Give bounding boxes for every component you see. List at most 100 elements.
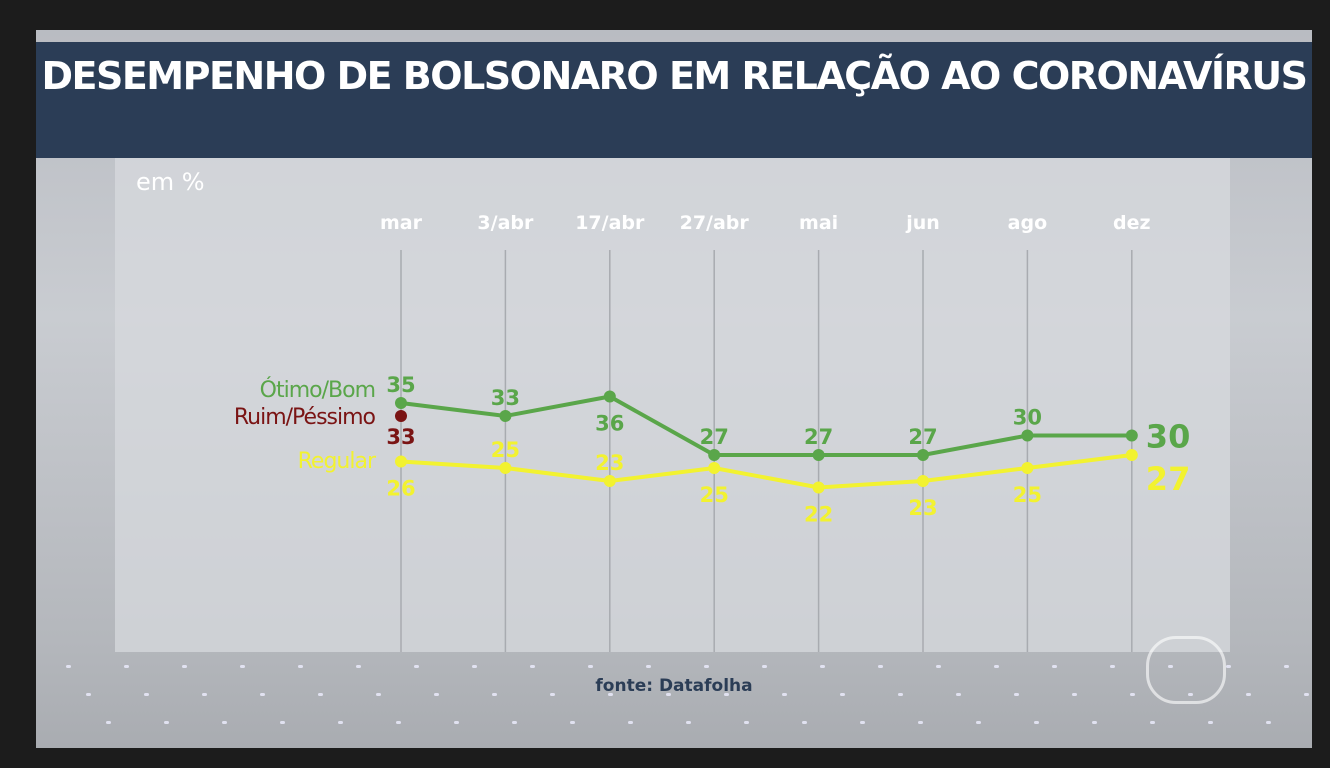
x-tick-label: mar bbox=[380, 212, 423, 234]
floor-dot bbox=[240, 665, 245, 668]
floor-dot bbox=[608, 693, 613, 696]
floor-dot bbox=[898, 693, 903, 696]
floor-dot bbox=[396, 721, 401, 724]
legend-label: Regular bbox=[298, 449, 377, 474]
data-label-final: 30 bbox=[1146, 418, 1191, 456]
source-label: fonte: Datafolha bbox=[595, 676, 753, 696]
floor-dot bbox=[280, 721, 285, 724]
x-tick-label: 17/abr bbox=[575, 212, 645, 234]
floor-dot bbox=[106, 721, 111, 724]
data-point bbox=[708, 462, 721, 474]
floor-dot bbox=[724, 693, 729, 696]
floor-dot bbox=[454, 721, 459, 724]
data-point bbox=[1125, 429, 1138, 442]
floor-dot bbox=[936, 665, 941, 668]
floor-dot bbox=[202, 693, 207, 696]
floor-dot bbox=[338, 721, 343, 724]
data-label: 25 bbox=[700, 483, 729, 507]
floor-dot bbox=[686, 721, 691, 724]
floor-dot bbox=[570, 721, 575, 724]
broadcaster-logo-icon bbox=[1146, 636, 1226, 704]
x-tick-label: 27/abr bbox=[680, 212, 750, 234]
data-label-final: 27 bbox=[1146, 460, 1191, 498]
plot-panel bbox=[115, 158, 1230, 652]
floor-dot bbox=[1034, 721, 1039, 724]
data-label: 27 bbox=[700, 425, 729, 449]
series-line-Regular bbox=[400, 453, 1133, 490]
x-tick-label: mai bbox=[799, 212, 838, 234]
floor-dot bbox=[646, 665, 651, 668]
floor-dot bbox=[182, 665, 187, 668]
data-point bbox=[603, 390, 616, 403]
floor-dot bbox=[472, 665, 477, 668]
floor-dot bbox=[144, 693, 149, 696]
data-point bbox=[812, 449, 825, 461]
floor-dot bbox=[1110, 665, 1115, 668]
chart-frame: DESEMPENHO DE BOLSONARO EM RELAÇÃO AO CO… bbox=[36, 30, 1312, 748]
floor-dot bbox=[222, 721, 227, 724]
floor-dot bbox=[1304, 693, 1309, 696]
floor-dot bbox=[1052, 665, 1057, 668]
floor-dot bbox=[1150, 721, 1155, 724]
floor-dot bbox=[492, 693, 497, 696]
data-label: 26 bbox=[386, 477, 415, 501]
floor-dot bbox=[1168, 665, 1173, 668]
floor-dot bbox=[260, 693, 265, 696]
floor-dot bbox=[376, 693, 381, 696]
title-bar bbox=[36, 42, 1312, 158]
floor-dot bbox=[628, 721, 633, 724]
floor-dot bbox=[744, 721, 749, 724]
x-tick-label: dez bbox=[1113, 212, 1151, 234]
data-label: 25 bbox=[1013, 483, 1042, 507]
floor-dot bbox=[1014, 693, 1019, 696]
data-point bbox=[499, 410, 512, 422]
floor-dot bbox=[588, 665, 593, 668]
data-point bbox=[917, 475, 929, 487]
floor-dot bbox=[414, 665, 419, 668]
floor-dot bbox=[704, 665, 709, 668]
floor-dot bbox=[356, 665, 361, 668]
legend-label: Ruim/Péssimo bbox=[234, 405, 376, 430]
data-label: 30 bbox=[1013, 406, 1042, 430]
data-label: 33 bbox=[386, 425, 415, 449]
data-label: 27 bbox=[908, 425, 937, 449]
series-line-Ótimo/Bom bbox=[400, 394, 1132, 457]
floor-dot bbox=[976, 721, 981, 724]
data-label: 23 bbox=[595, 451, 624, 475]
data-point bbox=[395, 455, 407, 468]
floor-dot bbox=[298, 665, 303, 668]
floor-dot bbox=[1226, 665, 1231, 668]
data-point bbox=[395, 410, 407, 422]
floor-dot bbox=[1208, 721, 1213, 724]
floor-dot bbox=[840, 693, 845, 696]
data-point bbox=[812, 481, 825, 494]
data-point bbox=[1021, 429, 1034, 442]
floor-dot bbox=[1188, 693, 1193, 696]
data-point bbox=[603, 475, 616, 487]
x-tick-label: jun bbox=[905, 212, 940, 234]
floor-dot bbox=[762, 665, 767, 668]
legend-label: Ótimo/Bom bbox=[260, 377, 375, 403]
data-point bbox=[395, 397, 407, 409]
data-point bbox=[1021, 462, 1034, 474]
floor-dot bbox=[1072, 693, 1077, 696]
floor-dot bbox=[530, 665, 535, 668]
data-point bbox=[917, 449, 929, 461]
data-label: 23 bbox=[908, 496, 937, 520]
floor-dot bbox=[956, 693, 961, 696]
data-label: 36 bbox=[595, 412, 624, 436]
floor-dot bbox=[1284, 665, 1289, 668]
floor-dot bbox=[1246, 693, 1251, 696]
floor-dot bbox=[782, 693, 787, 696]
data-point bbox=[708, 449, 721, 461]
floor-dot bbox=[860, 721, 865, 724]
floor-dot bbox=[86, 693, 91, 696]
floor-dot bbox=[994, 665, 999, 668]
floor-dot bbox=[434, 693, 439, 696]
floor-dot bbox=[66, 665, 71, 668]
floor-dot bbox=[1130, 693, 1135, 696]
data-point bbox=[1125, 449, 1138, 461]
data-label: 22 bbox=[804, 503, 833, 527]
x-tick-label: 3/abr bbox=[477, 212, 534, 234]
